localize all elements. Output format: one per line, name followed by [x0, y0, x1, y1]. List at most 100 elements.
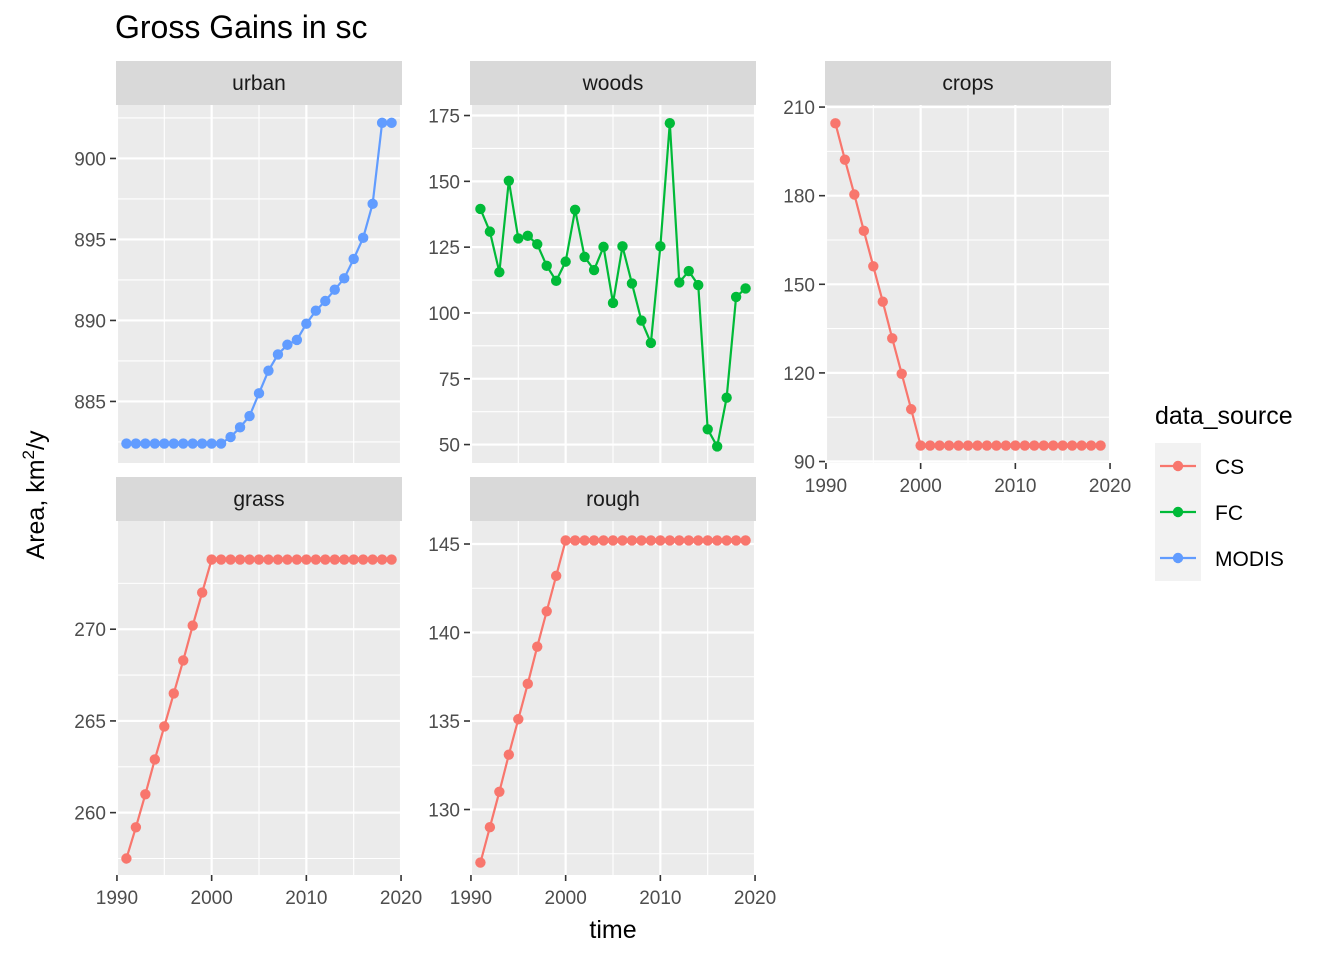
facet-strip-woods: [470, 61, 756, 105]
data-point: [386, 117, 397, 129]
data-point: [187, 438, 198, 449]
panel-woods: woods 50 75 100 125 150 175: [428, 61, 757, 463]
facet-label-grass: grass: [233, 488, 284, 511]
y-axis-title-tail: /y: [22, 430, 50, 450]
data-point: [310, 554, 322, 565]
data-point: [560, 256, 571, 267]
facet-panels: urban 885 890 895 900 woods 50 75 100 125 150 175 cr…: [74, 61, 1131, 909]
y-tick-label: 210: [783, 98, 815, 119]
data-point: [645, 535, 657, 546]
data-point: [655, 535, 666, 546]
data-point: [263, 365, 274, 376]
data-point: [130, 438, 142, 449]
data-point: [168, 688, 179, 699]
data-point: [740, 535, 751, 546]
data-point: [915, 440, 926, 451]
data-point: [234, 422, 246, 433]
data-point: [522, 230, 533, 242]
data-point: [301, 318, 312, 329]
data-point: [196, 438, 208, 449]
data-point: [282, 339, 293, 350]
data-point: [702, 535, 713, 546]
data-point: [617, 241, 628, 252]
data-point: [339, 273, 350, 284]
facet-label-woods: woods: [582, 72, 644, 95]
data-point: [159, 438, 170, 449]
panel-crops: crops 90 120 150 180 210 1990 2000 2010 2020: [783, 61, 1131, 497]
data-point: [484, 822, 496, 833]
data-point: [140, 438, 151, 449]
data-point: [272, 554, 284, 565]
y-tick-label: 50: [439, 436, 460, 457]
data-point: [607, 535, 619, 546]
y-tick-label: 265: [74, 712, 106, 733]
data-point: [636, 315, 647, 326]
y-tick-label: 100: [428, 304, 460, 325]
data-point: [541, 606, 552, 617]
data-point: [291, 334, 303, 346]
data-point: [617, 535, 628, 546]
data-point: [934, 440, 945, 451]
x-tick-label: 2020: [734, 888, 776, 909]
data-point: [187, 620, 198, 631]
y-tick-label: 145: [428, 535, 460, 556]
data-point: [849, 189, 860, 200]
data-point: [291, 554, 303, 565]
data-point: [868, 261, 879, 272]
y-tick-label: 125: [428, 238, 460, 259]
legend-key-point: [1172, 506, 1184, 518]
data-point: [664, 117, 676, 129]
x-tick-label: 1990: [450, 888, 492, 909]
data-point: [206, 554, 217, 565]
data-point: [981, 440, 993, 451]
data-point: [494, 786, 505, 798]
data-point: [244, 554, 255, 565]
data-point: [522, 678, 533, 690]
data-point: [1010, 440, 1021, 451]
data-point: [121, 853, 132, 864]
data-point: [357, 554, 369, 565]
data-point: [740, 283, 751, 294]
data-point: [1066, 440, 1078, 451]
data-point: [721, 392, 732, 403]
legend-label: CS: [1215, 456, 1244, 479]
data-point: [513, 714, 524, 725]
data-point: [234, 554, 246, 565]
data-point: [159, 721, 170, 732]
y-axis-title: Area, km2/y: [19, 430, 50, 559]
y-tick-label: 885: [74, 392, 106, 413]
facet-strip-rough: [470, 477, 756, 521]
y-tick-label: 150: [428, 172, 460, 193]
data-point: [339, 554, 350, 565]
y-tick-label: 175: [428, 107, 460, 128]
data-point: [301, 554, 312, 565]
data-point: [310, 305, 322, 316]
data-point: [494, 266, 505, 278]
data-point: [532, 641, 543, 652]
data-point: [858, 225, 870, 237]
y-axis-title-base: Area, km: [22, 459, 50, 559]
data-point: [206, 438, 217, 449]
data-point: [475, 203, 486, 215]
data-point: [1029, 440, 1040, 451]
data-point: [655, 241, 666, 252]
legend-entry-fc: FC: [1155, 489, 1243, 535]
data-point: [877, 296, 888, 307]
data-point: [598, 535, 609, 546]
data-point: [664, 535, 676, 546]
x-tick-label: 2020: [1089, 476, 1131, 497]
data-point: [598, 241, 609, 253]
y-tick-label: 130: [428, 801, 460, 822]
x-tick-label: 2010: [994, 476, 1036, 497]
data-point: [683, 265, 694, 277]
y-tick-label: 150: [783, 275, 815, 296]
data-point: [550, 275, 562, 287]
data-point: [503, 175, 515, 187]
data-point: [636, 535, 647, 546]
facet-strip-grass: [116, 477, 402, 521]
data-point: [1019, 440, 1031, 451]
data-point: [560, 535, 571, 546]
legend-label: FC: [1215, 502, 1243, 525]
data-point: [579, 251, 590, 263]
x-tick-label: 2000: [545, 888, 587, 909]
